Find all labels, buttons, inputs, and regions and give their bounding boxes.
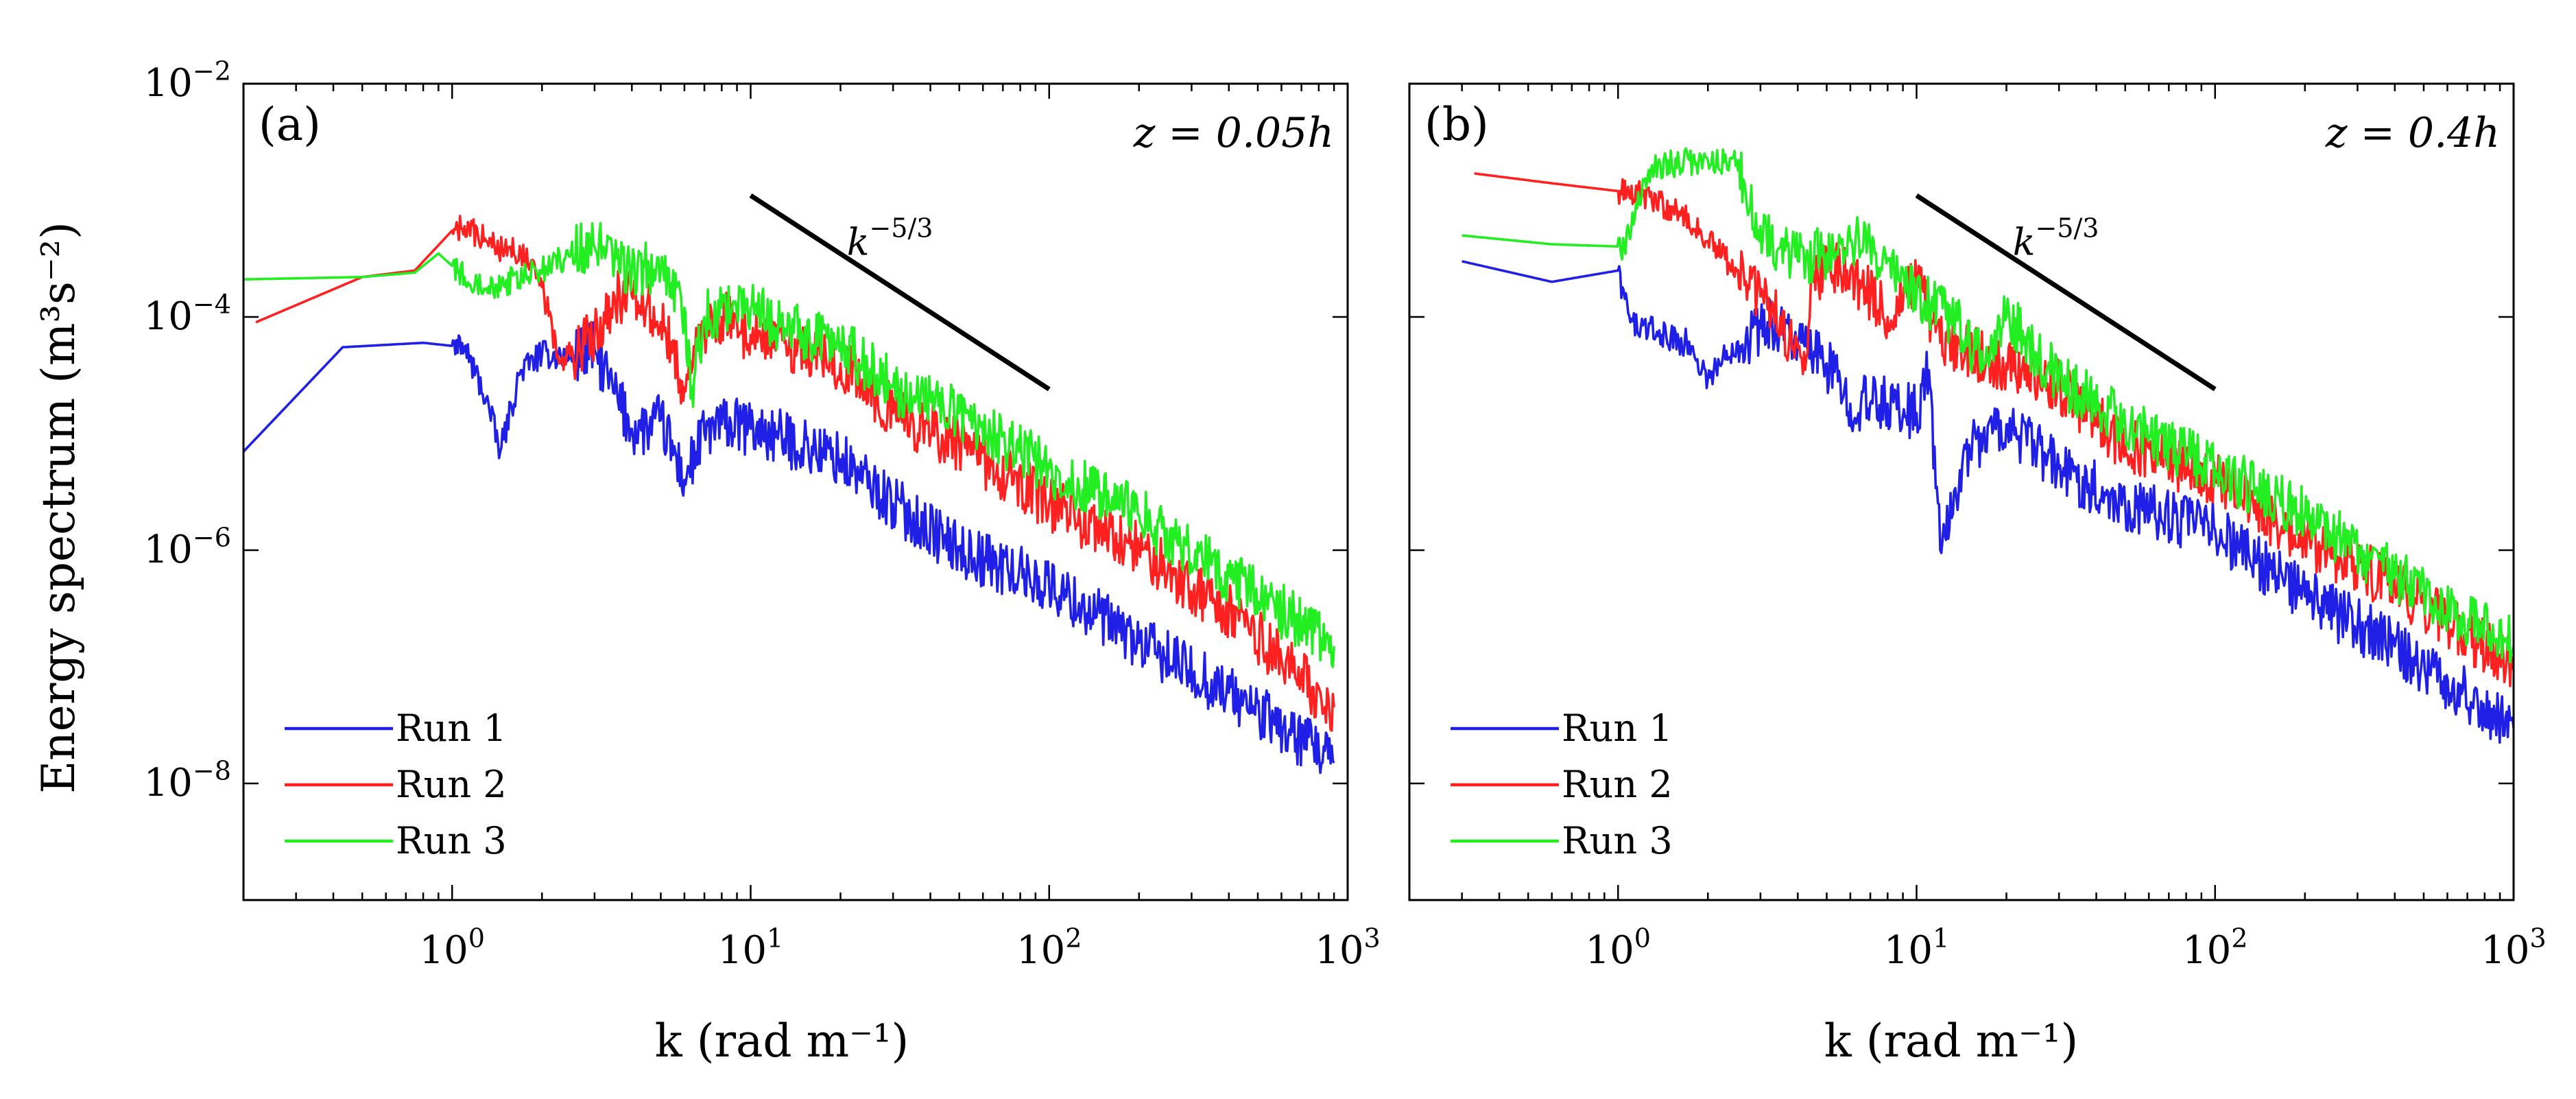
y-tick-label: 10−6	[144, 522, 231, 572]
plot-frame	[1408, 82, 2515, 901]
series-line-run-3	[1462, 147, 2515, 664]
y-tick-label: 10−8	[144, 755, 231, 805]
x-tick-label: 103	[2481, 923, 2547, 973]
y-tick-label: 10−2	[144, 56, 231, 106]
panel-label: (a)	[259, 98, 321, 151]
legend-label-run-2: Run 2	[1562, 763, 1673, 806]
x-tick-label: 102	[1016, 923, 1082, 973]
y-tick-label: 10−4	[144, 289, 231, 339]
legend-label-run-2: Run 2	[396, 763, 507, 806]
legend-label-run-3: Run 3	[1562, 819, 1673, 862]
series-line-run-3	[243, 222, 1335, 668]
x-axis-label-a: k (rad m⁻¹)	[655, 1015, 909, 1067]
series-line-run-1	[242, 321, 1335, 775]
series-line-run-2	[1474, 172, 2515, 687]
x-tick-label: 100	[1585, 923, 1651, 973]
x-tick-label: 103	[1315, 923, 1381, 973]
panel-label: (b)	[1424, 98, 1489, 151]
slope-label: k−5/3	[847, 213, 933, 264]
height-annotation: z = 0.4h	[2325, 109, 2500, 157]
height-annotation: z = 0.05h	[1133, 109, 1334, 157]
slope-reference-line	[1915, 193, 2217, 392]
slope-reference-line	[749, 193, 1051, 392]
x-tick-label: 102	[2182, 923, 2248, 973]
x-tick-label: 100	[419, 923, 485, 973]
plot-frame	[242, 82, 1349, 901]
series-line-run-2	[255, 215, 1335, 732]
x-axis-label-b: k (rad m⁻¹)	[1824, 1015, 2078, 1067]
series-line-run-1	[1462, 260, 2515, 744]
panel-a: k−5/3 100 101 102 103 10−8 10−6 10−4 10−2 (a) z = …	[144, 56, 1381, 973]
legend-label-run-1: Run 1	[396, 707, 507, 750]
x-tick-label: 101	[718, 923, 784, 973]
panel-b: k−5/3 100 101 102 103 (b) z = 0.4h Run 1 Run 2 Ru…	[1408, 82, 2547, 973]
y-axis-label: Energy spectrum (m³s⁻²)	[32, 222, 85, 794]
legend-label-run-1: Run 1	[1562, 707, 1673, 750]
x-tick-label: 101	[1884, 923, 1950, 973]
legend-label-run-3: Run 3	[396, 819, 507, 862]
slope-label: k−5/3	[2013, 213, 2099, 264]
